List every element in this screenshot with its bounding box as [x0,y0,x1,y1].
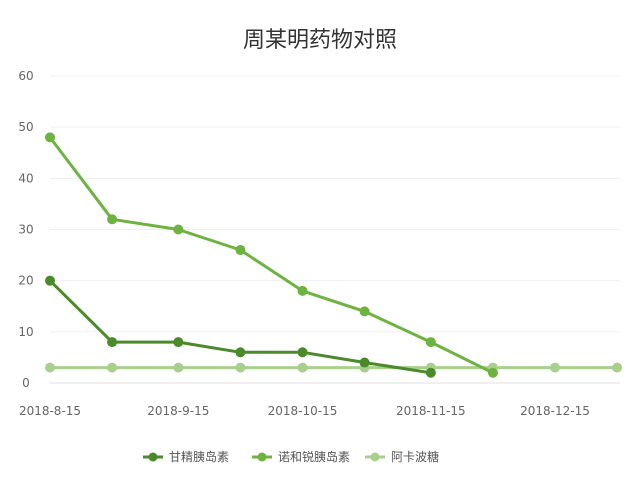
x-tick-label: 2018-11-15 [396,404,466,418]
data-point [425,367,436,378]
data-point [235,347,246,358]
legend-marker [370,452,380,462]
x-tick-label: 2018-10-15 [268,404,338,418]
series-line [48,279,433,375]
legend-marker [148,452,158,462]
y-tick-label: 20 [18,274,33,288]
y-tick-label: 40 [18,171,33,185]
data-point [107,214,118,225]
chart-title: 周某明药物对照 [242,28,397,53]
y-tick-label: 60 [18,69,33,83]
data-point [359,306,370,317]
data-point [612,362,623,373]
data-point [359,357,370,368]
data-point [173,224,184,235]
data-point [297,362,308,373]
x-tick-label: 2018-8-15 [19,404,81,418]
series-line [48,135,495,375]
data-point [107,362,118,373]
data-point [487,367,498,378]
data-point [45,132,55,143]
legend-label: 诺和锐胰岛素 [278,449,350,464]
data-point [425,337,436,348]
data-point [107,337,118,348]
x-tick-label: 2018-9-15 [147,404,209,418]
data-point [235,362,246,373]
y-tick-label: 30 [18,223,33,237]
y-tick-label: 10 [18,325,33,339]
data-point [45,362,55,373]
data-point [550,362,560,373]
y-tick-label: 50 [18,120,33,134]
legend-label: 阿卡波糖 [391,449,439,464]
legend-marker [257,452,267,462]
legend-label: 甘精胰岛素 [169,449,229,464]
data-point [173,362,184,373]
x-tick-label: 2018-12-15 [520,404,590,418]
data-point [297,347,308,358]
y-tick-label: 0 [22,376,30,390]
data-point [235,244,246,255]
data-point [45,275,55,286]
data-point [173,337,184,348]
data-point [297,285,308,296]
